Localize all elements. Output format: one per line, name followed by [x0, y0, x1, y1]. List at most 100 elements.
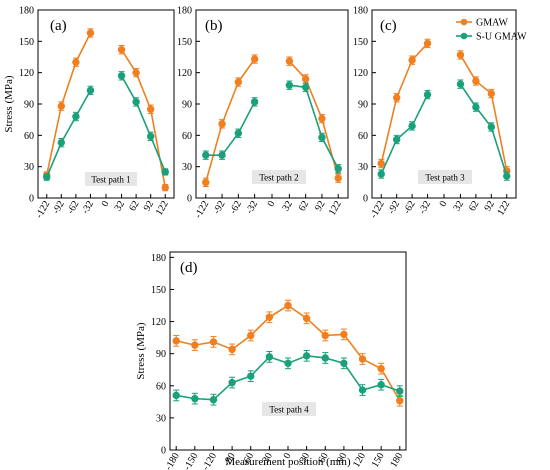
series-su-gmaw: [43, 71, 169, 181]
x-tick-label: -150: [182, 451, 201, 470]
data-point-su-gmaw: [396, 387, 404, 395]
x-tick-label: 0: [438, 199, 450, 209]
x-tick-label: -120: [200, 451, 219, 470]
series-line-su-gmaw: [459, 83, 508, 177]
x-tick-label: -122: [193, 199, 212, 220]
y-axis-label: Stress (MPa): [135, 322, 147, 379]
y-tick-label: 60: [156, 381, 166, 392]
panel-label: (c): [380, 18, 397, 34]
data-point-su-gmaw: [301, 83, 310, 91]
data-point-su-gmaw: [472, 103, 480, 111]
data-point-gmaw: [202, 178, 210, 187]
x-tick-label: 32: [280, 199, 295, 213]
test-path-box: [262, 402, 316, 416]
x-tick-label: -122: [34, 199, 53, 220]
data-point-gmaw: [117, 45, 126, 54]
data-point-gmaw: [172, 337, 180, 345]
y-tick-label: 60: [358, 131, 368, 142]
y-tick-label: 150: [19, 37, 34, 48]
data-point-su-gmaw: [284, 359, 292, 368]
y-tick-label: 30: [358, 162, 368, 173]
data-point-su-gmaw: [302, 352, 311, 360]
data-point-su-gmaw: [334, 165, 342, 173]
test-path-label: Test path 3: [425, 173, 465, 183]
series-line-su-gmaw: [46, 90, 92, 178]
data-point-gmaw: [161, 183, 169, 192]
data-point-gmaw: [472, 77, 480, 85]
test-path-box: [252, 170, 306, 184]
series-gmaw: [202, 54, 342, 188]
y-tick-label: 180: [177, 6, 192, 17]
y-tick-label: 150: [177, 37, 192, 48]
data-point-su-gmaw: [218, 151, 226, 159]
data-point-su-gmaw: [228, 378, 236, 387]
data-point-su-gmaw: [247, 372, 255, 380]
x-tick-label: 0: [100, 199, 112, 209]
x-tick-label: 62: [467, 199, 482, 213]
series-line-su-gmaw: [120, 75, 166, 173]
data-point-gmaw: [302, 314, 311, 323]
data-point-su-gmaw: [57, 138, 66, 147]
x-tick-label: -62: [65, 199, 81, 216]
series-gmaw: [377, 38, 511, 176]
series-line-gmaw: [176, 304, 401, 402]
x-tick-label: 30: [298, 451, 313, 465]
data-point-gmaw: [392, 94, 401, 102]
x-tick-label: 122: [154, 199, 171, 217]
data-point-su-gmaw: [265, 353, 274, 361]
data-point-gmaw: [57, 102, 66, 110]
data-point-gmaw: [487, 89, 496, 98]
panel-label: (b): [205, 18, 223, 34]
x-tick-label: 92: [142, 199, 157, 213]
data-point-su-gmaw: [202, 151, 210, 159]
legend-marker-su-gmaw: [460, 32, 468, 40]
series-su-gmaw: [377, 79, 511, 181]
data-point-su-gmaw: [392, 135, 401, 144]
data-point-su-gmaw: [191, 394, 199, 403]
test-path-label: Test path 1: [91, 175, 130, 185]
x-tick-label: 62: [127, 199, 142, 213]
x-tick-label: 122: [327, 199, 344, 217]
x-tick-label: -92: [51, 199, 67, 216]
panel-label: (a): [50, 18, 67, 34]
legend: GMAW S-U GMAW: [456, 18, 527, 43]
y-tick-label: 180: [19, 6, 34, 17]
x-tick-label: 122: [495, 199, 512, 217]
data-point-gmaw: [408, 56, 416, 64]
data-point-gmaw: [72, 58, 80, 66]
data-point-su-gmaw: [132, 98, 140, 106]
plot-frame: [169, 251, 407, 451]
data-point-gmaw: [247, 331, 255, 340]
x-tick-label: 62: [297, 199, 312, 213]
x-tick-label: -122: [368, 199, 387, 220]
y-tick-label: 150: [151, 285, 166, 296]
test-path-label: Test path 4: [269, 405, 309, 415]
x-tick-label: 32: [452, 199, 467, 213]
series-line-gmaw: [380, 42, 429, 164]
y-tick-label: 120: [177, 68, 192, 79]
series-line-gmaw: [205, 58, 256, 183]
data-point-gmaw: [423, 39, 432, 48]
series-line-gmaw: [459, 54, 508, 172]
series-gmaw: [43, 28, 169, 192]
series-line-gmaw: [288, 60, 340, 179]
x-tick-label: 120: [351, 451, 368, 469]
y-tick-label: 120: [353, 68, 368, 79]
data-point-su-gmaw: [234, 129, 243, 137]
data-point-gmaw: [209, 338, 218, 346]
data-point-su-gmaw: [318, 133, 326, 142]
test-path-box: [85, 172, 137, 186]
data-point-su-gmaw: [456, 80, 465, 88]
x-tick-label: 180: [388, 451, 405, 469]
x-tick-label: -32: [80, 199, 96, 216]
data-point-gmaw: [285, 57, 294, 65]
x-tick-label: 60: [316, 451, 331, 465]
data-point-gmaw: [377, 159, 385, 168]
data-point-su-gmaw: [377, 381, 385, 389]
x-tick-label: 92: [313, 199, 328, 213]
series-su-gmaw: [172, 349, 404, 406]
y-axis-label: Stress (MPa): [3, 75, 15, 132]
x-tick-label: -92: [386, 199, 402, 216]
